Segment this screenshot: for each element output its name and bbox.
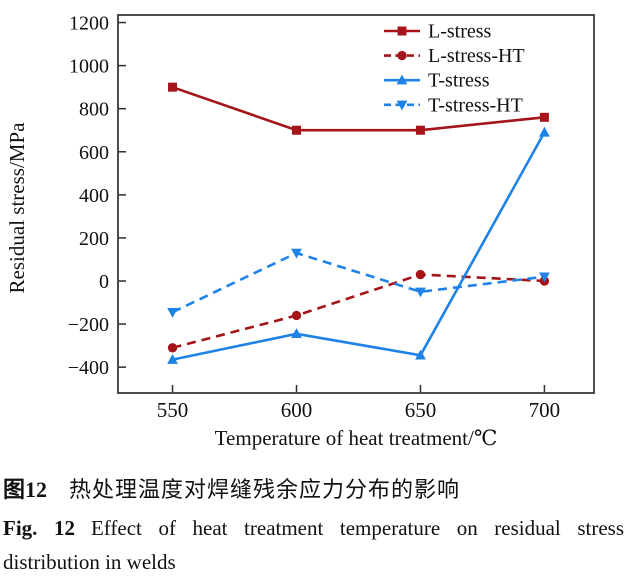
caption-chinese: 图12 热处理温度对焊缝残余应力分布的影响 (3, 472, 624, 504)
chart-canvas: −400 −200 0 200 400 600 800 1000 1200 550 600 650 70… (0, 0, 627, 462)
square-marker (539, 112, 549, 122)
series-l-stress (168, 82, 549, 135)
triangle-down-marker (415, 287, 426, 298)
x-axis-title: Temperature of heat treatment/℃ (215, 426, 498, 450)
residual-stress-chart: −400 −200 0 200 400 600 800 1000 1200 550 600 650 70… (0, 0, 627, 462)
series-line (172, 273, 545, 350)
square-marker (397, 26, 407, 36)
series-l-stress-ht (167, 269, 550, 353)
legend-label: L-stress (428, 21, 492, 43)
legend-item-t-stress: T-stress (384, 70, 490, 92)
triangle-up-marker (539, 126, 550, 137)
legend-label: T-stress (428, 70, 490, 92)
triangle-down-marker (396, 100, 408, 111)
x-tick-label: 700 (529, 398, 561, 422)
y-tick-label: 200 (79, 228, 109, 250)
caption-en-label: Fig. 12 (3, 516, 75, 540)
circle-marker (167, 343, 178, 353)
y-tick-label: −400 (68, 357, 109, 379)
circle-marker (397, 50, 407, 61)
y-tick-label: 1000 (69, 56, 109, 78)
legend-item-l-stress-ht: L-stress-HT (384, 45, 525, 67)
y-tick-label: 400 (79, 185, 109, 207)
legend-item-t-stress-ht: T-stress-HT (384, 94, 523, 116)
plot-frame (117, 14, 595, 394)
x-axis: 550 600 650 700 (157, 385, 560, 422)
series-t-stress (167, 126, 550, 364)
square-marker (168, 82, 178, 92)
y-tick-label: 600 (79, 142, 109, 164)
legend-label: T-stress-HT (428, 94, 523, 116)
y-tick-label: 1200 (69, 13, 109, 35)
caption-cn-text: 热处理温度对焊缝残余应力分布的影响 (69, 477, 461, 502)
figure-caption: 图12 热处理温度对焊缝残余应力分布的影响 Fig. 12 Effect of he… (0, 462, 627, 579)
circle-marker (415, 269, 426, 280)
caption-cn-label: 图12 (3, 477, 48, 502)
legend-label: L-stress-HT (428, 45, 525, 67)
series-line (171, 251, 545, 314)
caption-english: Fig. 12 Effect of heat treatment temperat… (3, 512, 624, 579)
x-tick-label: 600 (281, 398, 313, 422)
triangle-down-marker (291, 248, 302, 259)
x-tick-label: 650 (405, 398, 437, 422)
series-line (172, 131, 546, 361)
y-tick-label: 800 (79, 99, 109, 121)
caption-en-text: Effect of heat treatment temperature on … (3, 516, 624, 574)
triangle-up-marker (396, 74, 408, 85)
circle-marker (291, 310, 302, 321)
triangle-down-marker (539, 272, 550, 283)
triangle-up-marker (167, 354, 178, 364)
series-line (172, 85, 545, 132)
legend-item-l-stress: L-stress (384, 21, 492, 43)
y-tick-label: −200 (68, 314, 109, 336)
triangle-up-marker (291, 328, 302, 338)
square-marker (292, 125, 301, 135)
y-tick-label: 0 (99, 271, 109, 293)
y-axis-title: Residual stress/MPa (5, 122, 29, 294)
triangle-down-marker (167, 308, 178, 318)
x-tick-label: 550 (157, 398, 189, 422)
triangle-up-marker (415, 349, 426, 360)
square-marker (415, 125, 425, 135)
y-axis: −400 −200 0 200 400 600 800 1000 1200 (68, 13, 126, 379)
chart-background (0, 0, 627, 462)
series-t-stress-ht (167, 248, 550, 318)
